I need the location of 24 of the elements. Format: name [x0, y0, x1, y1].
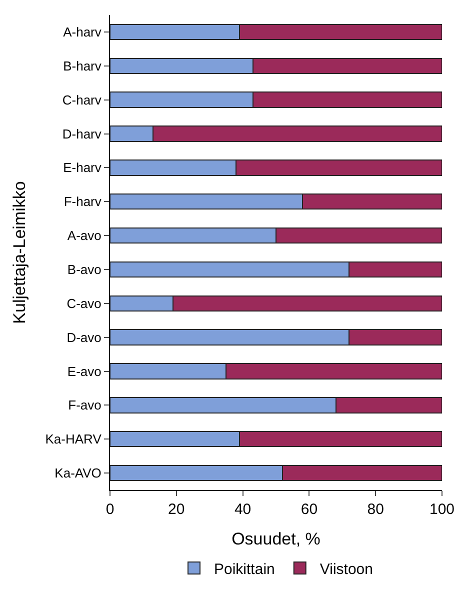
x-tick-label: 40 — [234, 501, 252, 518]
y-tick-label: E-avo — [67, 364, 102, 379]
x-tick-label: 100 — [429, 501, 455, 518]
y-tick-label: B-harv — [63, 58, 102, 74]
y-tick-label: D-harv — [62, 126, 102, 142]
y-tick-label: C-avo — [66, 296, 102, 311]
legend-label: Viistoon — [320, 560, 373, 578]
x-tick-label: 20 — [168, 501, 185, 518]
y-tick-label: Ka-HARV — [45, 432, 102, 447]
x-tick-label: 0 — [106, 501, 114, 518]
y-axis-title: Kuljettaja-Leimikko — [10, 181, 29, 324]
y-tick-label: Ka-AVO — [54, 466, 102, 481]
y-tick-label: A-avo — [67, 228, 102, 244]
y-tick-label: F-harv — [64, 194, 102, 210]
y-tick-label: F-avo — [68, 398, 102, 413]
x-axis-title: Osuudet, % — [232, 529, 320, 548]
x-tick-label: 80 — [367, 501, 384, 518]
y-tick-label: E-harv — [63, 160, 102, 176]
y-tick-label: C-harv — [62, 92, 102, 108]
y-tick-label: D-avo — [66, 330, 102, 345]
x-tick-label: 60 — [300, 501, 318, 518]
legend-label: Poikittain — [214, 560, 275, 578]
y-tick-label: A-harv — [63, 24, 102, 40]
y-tick-label: B-avo — [67, 262, 102, 278]
